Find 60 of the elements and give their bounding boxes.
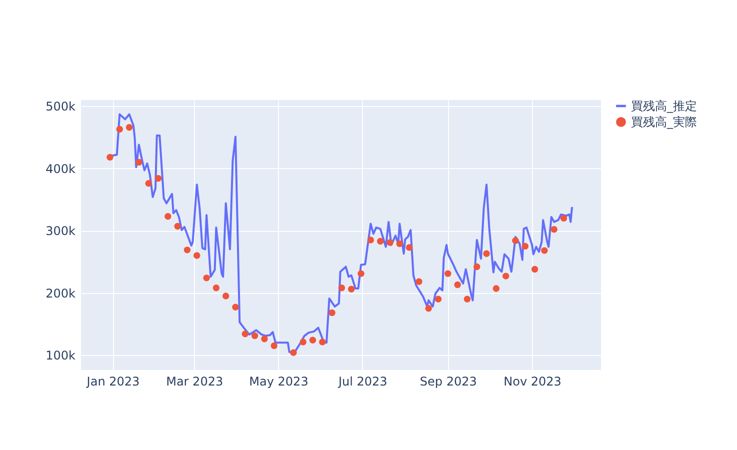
point [348, 286, 355, 292]
x-tick-label: Jul 2023 [337, 374, 388, 388]
point [212, 284, 220, 292]
point [309, 336, 316, 344]
point [145, 180, 152, 187]
point [194, 252, 200, 259]
legend-label: 買残高_推定 [631, 99, 697, 113]
point [232, 304, 239, 311]
point [270, 342, 278, 350]
point [164, 212, 172, 220]
legend-label: 買残高_実際 [631, 115, 697, 129]
point [474, 263, 480, 270]
point [251, 332, 258, 340]
y-tick-label: 400k [46, 162, 76, 176]
point [560, 214, 568, 222]
point [319, 338, 326, 346]
y-tick-label: 300k [46, 224, 76, 238]
point [184, 246, 191, 254]
point [522, 242, 528, 250]
x-tick-label: Sep 2023 [420, 374, 477, 388]
point [203, 274, 210, 282]
point [425, 305, 432, 312]
point [300, 338, 306, 346]
point [290, 349, 297, 356]
point [126, 124, 133, 131]
point [242, 330, 248, 338]
point [483, 250, 490, 258]
point [136, 158, 142, 166]
y-tick-label: 500k [46, 100, 76, 114]
point [444, 270, 452, 277]
point [454, 281, 461, 288]
point [386, 239, 394, 246]
point [416, 278, 422, 286]
point [512, 237, 519, 244]
point [464, 296, 471, 302]
point [376, 238, 384, 245]
point [531, 266, 538, 273]
point [222, 292, 230, 300]
point [541, 247, 548, 254]
point [492, 285, 500, 292]
point [367, 236, 374, 244]
point [328, 309, 336, 316]
point [358, 270, 364, 277]
y-tick-label: 200k [46, 286, 76, 300]
point [116, 126, 123, 133]
point [502, 272, 510, 280]
point [174, 222, 181, 230]
point [261, 336, 268, 342]
y-tick-label: 100k [46, 348, 76, 363]
point [434, 296, 442, 302]
x-tick-label: Mar 2023 [166, 374, 224, 388]
point [406, 244, 413, 251]
x-tick-label: Nov 2023 [504, 374, 562, 388]
point [338, 284, 346, 292]
point [106, 154, 114, 161]
x-tick-label: May 2023 [249, 374, 308, 388]
point [396, 240, 403, 248]
x-tick-label: Jan 2023 [86, 374, 140, 388]
point [550, 226, 558, 233]
point [154, 175, 162, 182]
